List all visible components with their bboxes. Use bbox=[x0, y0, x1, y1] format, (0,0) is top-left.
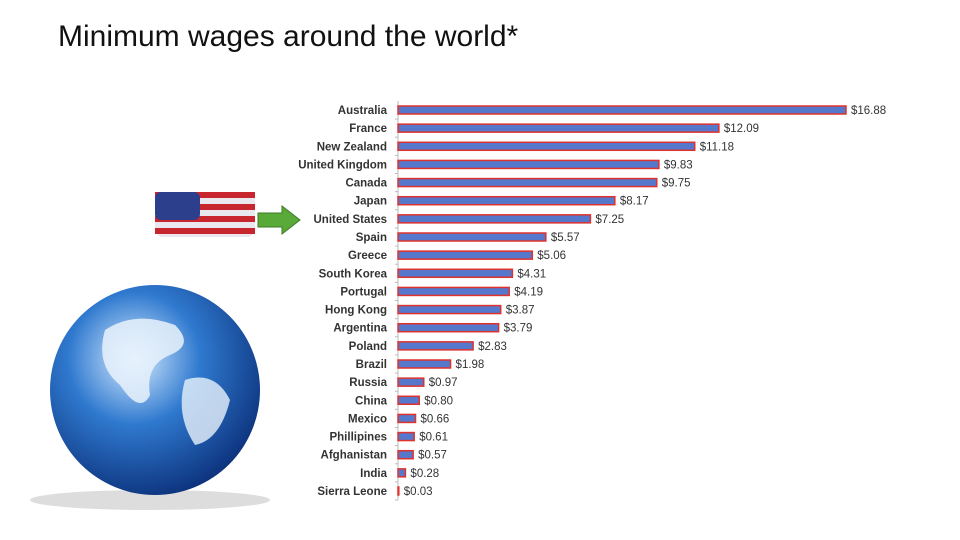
category-label: Argentina bbox=[333, 323, 387, 335]
value-label: $0.57 bbox=[418, 450, 447, 462]
bar bbox=[397, 214, 592, 224]
category-label: United States bbox=[314, 214, 388, 226]
category-label: New Zealand bbox=[317, 141, 387, 153]
bar bbox=[397, 177, 658, 188]
value-label: $3.79 bbox=[504, 323, 533, 335]
globe-illustration bbox=[30, 285, 270, 510]
category-label: Spain bbox=[356, 232, 387, 244]
category-label: United Kingdom bbox=[298, 159, 387, 171]
category-label: China bbox=[355, 395, 388, 407]
value-label: $0.97 bbox=[429, 377, 458, 389]
arrow bbox=[257, 204, 301, 236]
category-label: Greece bbox=[348, 250, 387, 262]
value-label: $5.06 bbox=[537, 250, 566, 262]
bar bbox=[397, 431, 415, 442]
category-label: Portugal bbox=[340, 286, 387, 298]
bar bbox=[397, 486, 400, 496]
bar bbox=[397, 468, 407, 478]
value-label: $9.75 bbox=[662, 178, 691, 190]
bar bbox=[397, 304, 502, 315]
value-label: $16.88 bbox=[851, 105, 886, 117]
value-label: $0.03 bbox=[404, 486, 433, 498]
category-label: Australia bbox=[338, 105, 388, 117]
bar bbox=[397, 232, 547, 242]
bar bbox=[397, 250, 534, 260]
bar bbox=[397, 395, 420, 406]
value-label: $3.87 bbox=[506, 305, 535, 317]
category-label: Phillipines bbox=[329, 432, 387, 444]
value-label: $0.66 bbox=[421, 413, 450, 425]
value-label: $7.25 bbox=[595, 214, 624, 226]
value-label: $0.28 bbox=[410, 468, 439, 480]
value-label: $1.98 bbox=[456, 359, 485, 371]
value-label: $4.19 bbox=[514, 286, 543, 298]
bar bbox=[397, 377, 425, 387]
value-label: $0.80 bbox=[424, 395, 453, 407]
category-label: Sierra Leone bbox=[317, 486, 387, 498]
value-label: $9.83 bbox=[664, 159, 693, 171]
slide-title: Minimum wages around the world* bbox=[58, 20, 519, 53]
value-label: $2.83 bbox=[478, 341, 507, 353]
bar bbox=[397, 449, 414, 460]
bar bbox=[397, 341, 474, 351]
bar bbox=[397, 105, 847, 115]
value-label: $12.09 bbox=[724, 123, 759, 135]
bar bbox=[397, 413, 417, 424]
category-label: Canada bbox=[345, 178, 387, 190]
bar bbox=[397, 322, 500, 333]
category-label: India bbox=[360, 468, 387, 480]
bar bbox=[397, 159, 660, 170]
value-label: $4.31 bbox=[517, 268, 546, 280]
category-label: Brazil bbox=[356, 359, 387, 371]
category-label: Hong Kong bbox=[325, 305, 387, 317]
category-label: Poland bbox=[349, 341, 387, 353]
category-label: France bbox=[349, 123, 387, 135]
category-label: Japan bbox=[354, 196, 387, 208]
category-label: Afghanistan bbox=[321, 450, 387, 462]
category-label: Mexico bbox=[348, 413, 387, 425]
bar bbox=[397, 123, 720, 133]
value-label: $5.57 bbox=[551, 232, 580, 244]
bar bbox=[397, 268, 514, 279]
bar bbox=[397, 286, 510, 297]
value-label: $0.61 bbox=[419, 432, 448, 444]
value-label: $11.18 bbox=[700, 141, 734, 153]
bar-chart: Australia $16.88 France $12.09 New Zealand $1… bbox=[298, 101, 886, 501]
category-label: Russia bbox=[349, 377, 387, 389]
bar bbox=[397, 195, 616, 206]
bar bbox=[397, 141, 696, 152]
bar bbox=[397, 359, 452, 369]
flag-illustration bbox=[155, 192, 255, 237]
value-label: $8.17 bbox=[620, 196, 649, 208]
category-label: South Korea bbox=[319, 268, 388, 280]
